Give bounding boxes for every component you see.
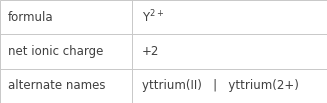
Text: formula: formula (8, 11, 54, 24)
Text: Y$^{2+}$: Y$^{2+}$ (142, 9, 164, 25)
Text: net ionic charge: net ionic charge (8, 45, 104, 58)
Text: yttrium(II)   |   yttrium(2+): yttrium(II) | yttrium(2+) (142, 79, 299, 92)
Text: alternate names: alternate names (8, 79, 106, 92)
Text: +2: +2 (142, 45, 160, 58)
